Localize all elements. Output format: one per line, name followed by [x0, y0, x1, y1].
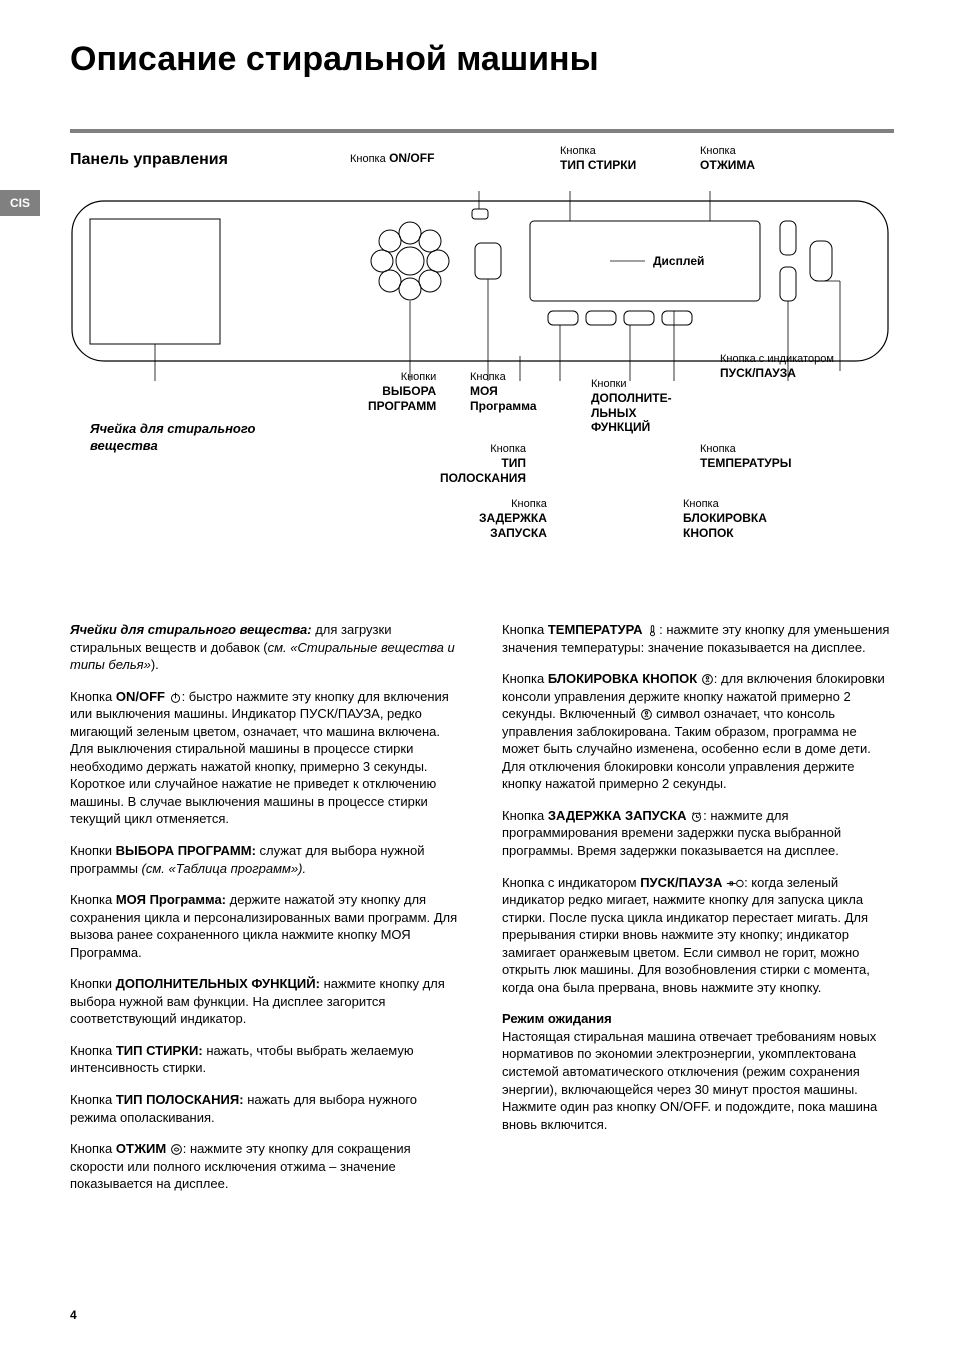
body-paragraph: Кнопка ТИП СТИРКИ: нажать, чтобы выбрать… [70, 1042, 462, 1077]
body-paragraph: Кнопка с индикатором ПУСК/ПАУЗА : когда … [502, 874, 894, 997]
page-number: 4 [70, 1308, 77, 1322]
body-paragraph: Режим ожиданияНастоящая стиральная машин… [502, 1010, 894, 1133]
callout-display: Дисплей [650, 253, 707, 269]
body-paragraph: Кнопки ДОПОЛНИТЕЛЬНЫХ ФУНКЦИЙ: нажмите к… [70, 975, 462, 1028]
callout-extra-functions: Кнопки ДОПОЛНИТЕ-ЛЬНЫХФУНКЦИЙ [591, 376, 672, 434]
body-paragraph: Кнопка ON/OFF : быстро нажмите эту кнопк… [70, 688, 462, 828]
lock-icon [701, 673, 714, 686]
body-paragraph: Кнопка ОТЖИМ : нажмите эту кнопку для со… [70, 1140, 462, 1193]
body-paragraph: Кнопка ЗАДЕРЖКА ЗАПУСКА : нажмите для пр… [502, 807, 894, 860]
callout-start-pause: Кнопка с индикатором ПУСК/ПАУЗА [720, 351, 834, 381]
callout-onoff: Кнопка ON/OFF [350, 151, 434, 166]
clock-icon [690, 810, 703, 823]
callout-temperature: Кнопка ТЕМПЕРАТУРЫ [700, 441, 792, 471]
right-column: Кнопка ТЕМПЕРАТУРА : нажмите эту кнопку … [502, 621, 894, 1207]
spin-icon [170, 1143, 183, 1156]
body-paragraph: Кнопки ВЫБОРА ПРОГРАММ: служат для выбор… [70, 842, 462, 877]
callout-wash-type: КнопкаТИП СТИРКИ [560, 143, 636, 173]
callout-programs: Кнопки ВЫБОРАПРОГРАММ [368, 369, 436, 413]
power-icon [169, 691, 182, 704]
page-container: Описание стиральной машины Панель управл… [0, 0, 954, 1237]
thermometer-icon [646, 624, 659, 637]
callout-delay: Кнопка ЗАДЕРЖКАЗАПУСКА [479, 496, 547, 540]
body-paragraph: Кнопка ТИП ПОЛОСКАНИЯ: нажать для выбора… [70, 1091, 462, 1126]
lock-icon [640, 708, 653, 721]
callout-my-program: Кнопка МОЯПрограмма [470, 369, 537, 413]
door-lock-icon [726, 878, 744, 889]
body-columns: Ячейки для стирального вещества: для заг… [70, 621, 894, 1207]
panel-section-title: Панель управления [70, 151, 228, 169]
callout-lock: Кнопка БЛОКИРОВКАКНОПОК [683, 496, 767, 540]
body-paragraph: Кнопка ТЕМПЕРАТУРА : нажмите эту кнопку … [502, 621, 894, 656]
body-paragraph: Кнопка МОЯ Программа: держите нажатой эт… [70, 891, 462, 961]
body-paragraph: Кнопка БЛОКИРОВКА КНОПОК : для включения… [502, 670, 894, 793]
body-paragraph: Ячейки для стирального вещества: для заг… [70, 621, 462, 674]
control-panel-diagram: Панель управления Кнопка ON/OFF КнопкаТИ… [70, 151, 894, 581]
language-tab: CIS [0, 190, 40, 216]
callout-detergent-tray: Ячейка для стирального вещества [90, 421, 255, 455]
callout-rinse-type: Кнопка ТИППОЛОСКАНИЯ [440, 441, 526, 485]
divider-rule [70, 129, 894, 133]
left-column: Ячейки для стирального вещества: для заг… [70, 621, 462, 1207]
page-title: Описание стиральной машины [70, 40, 894, 79]
callout-spin: КнопкаОТЖИМА [700, 143, 755, 173]
